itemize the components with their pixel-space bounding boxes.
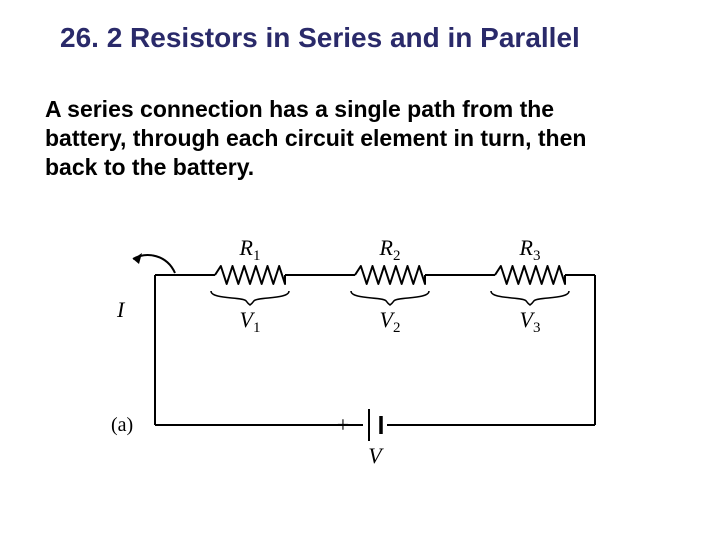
slide-body-text: A series connection has a single path fr… bbox=[45, 95, 635, 181]
voltage-label: V2 bbox=[380, 307, 401, 336]
resistor-label: R3 bbox=[519, 235, 541, 264]
wire-group bbox=[155, 275, 595, 425]
voltage-label: V1 bbox=[240, 307, 261, 336]
battery-symbol bbox=[369, 409, 381, 441]
slide: 26. 2 Resistors in Series and in Paralle… bbox=[0, 0, 720, 540]
slide-title: 26. 2 Resistors in Series and in Paralle… bbox=[60, 22, 580, 54]
resistor-label: R1 bbox=[239, 235, 261, 264]
battery-minus: − bbox=[401, 412, 413, 437]
resistor-group bbox=[215, 266, 565, 284]
brace-group bbox=[211, 291, 569, 305]
battery-voltage-label: V bbox=[368, 443, 384, 468]
voltage-label: V3 bbox=[520, 307, 541, 336]
panel-label: (a) bbox=[111, 414, 133, 436]
battery-plus: + bbox=[337, 412, 349, 437]
circuit-diagram: R1 R2 R3 V1 V2 V3 I + −V (a) bbox=[95, 225, 635, 495]
current-label: I bbox=[116, 297, 126, 322]
label-group: R1 R2 R3 V1 V2 V3 I + −V (a) bbox=[111, 235, 540, 468]
current-arrow bbox=[133, 253, 175, 273]
resistor-label: R2 bbox=[379, 235, 401, 264]
